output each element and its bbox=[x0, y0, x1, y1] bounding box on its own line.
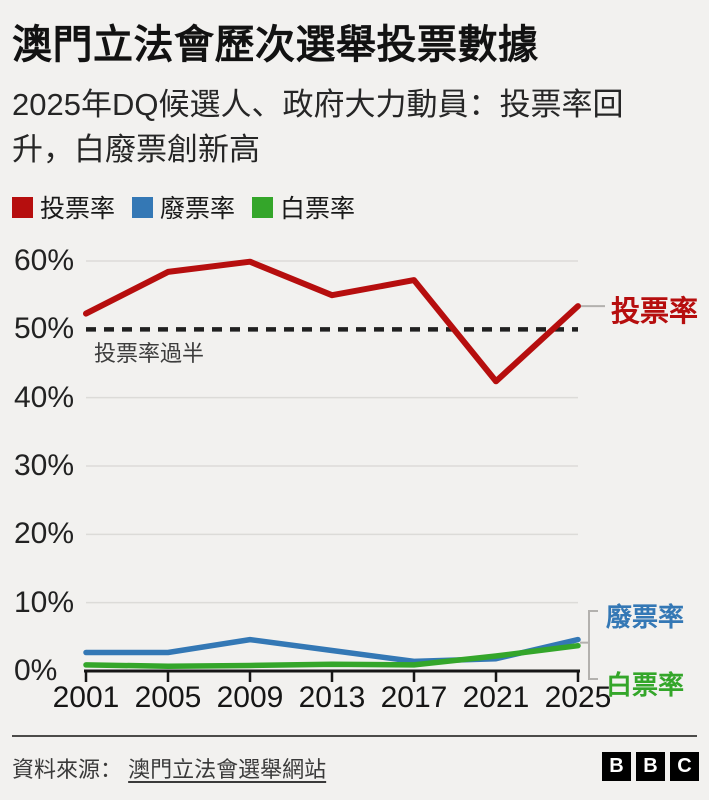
x-axis-label: 2013 bbox=[298, 681, 366, 714]
series-end-label-invalid-votes: 廢票率 bbox=[606, 602, 685, 632]
x-axis-label: 2017 bbox=[380, 681, 448, 714]
x-axis-label: 2005 bbox=[134, 681, 202, 714]
bbc-logo-block: B bbox=[636, 752, 665, 781]
y-axis-label: 40% bbox=[14, 380, 75, 414]
legend-item-blank-votes: 白票率 bbox=[252, 189, 355, 225]
legend: 投票率 廢票率 白票率 bbox=[12, 189, 355, 225]
bbc-logo-block: C bbox=[670, 752, 699, 781]
source-label: 資料來源： bbox=[12, 757, 123, 782]
source-link[interactable]: 澳門立法會選舉網站 bbox=[128, 757, 327, 782]
bbc-logo-block: B bbox=[602, 752, 631, 781]
footer-divider bbox=[12, 735, 697, 737]
reference-line-label: 投票率過半 bbox=[94, 341, 205, 366]
blank-votes-line bbox=[83, 642, 581, 669]
turnout-line bbox=[83, 258, 581, 385]
x-axis-label: 2001 bbox=[52, 681, 120, 714]
y-axis-label: 10% bbox=[14, 585, 75, 619]
bracket-leader bbox=[588, 610, 598, 680]
page-title: 澳門立法會歷次選舉投票數據 bbox=[12, 23, 539, 67]
invalid-votes-line bbox=[83, 636, 581, 665]
bbc-logo: B B C bbox=[602, 752, 699, 781]
x-axis-label: 2025 bbox=[544, 681, 612, 714]
legend-label-turnout: 投票率 bbox=[40, 195, 116, 223]
series-end-label-turnout: 投票率 bbox=[611, 296, 699, 328]
y-axis-label: 60% bbox=[14, 244, 75, 277]
y-axis-label: 0% bbox=[14, 654, 58, 687]
y-axis-label: 20% bbox=[14, 517, 75, 551]
legend-label-invalid-votes: 廢票率 bbox=[160, 195, 236, 223]
x-axis-label: 2021 bbox=[462, 681, 530, 714]
series-end-label-blank-votes: 白票率 bbox=[606, 670, 685, 700]
chart-subtitle: 2025年DQ候選人、政府大力動員：投票率回升，白廢票創新高 bbox=[12, 87, 624, 167]
invalid-votes-swatch-icon bbox=[132, 196, 154, 218]
legend-item-invalid-votes: 廢票率 bbox=[132, 189, 235, 225]
x-axis-label: 2009 bbox=[216, 681, 284, 714]
legend-item-turnout: 投票率 bbox=[12, 189, 115, 225]
y-axis-label: 30% bbox=[14, 449, 75, 482]
turnout-swatch-icon bbox=[12, 196, 33, 218]
source-line: 資料來源： 澳門立法會選舉網站 bbox=[12, 752, 326, 784]
legend-label-blank-votes: 白票率 bbox=[280, 195, 356, 223]
blank-votes-swatch-icon bbox=[252, 196, 274, 218]
y-axis-label: 50% bbox=[14, 312, 75, 346]
